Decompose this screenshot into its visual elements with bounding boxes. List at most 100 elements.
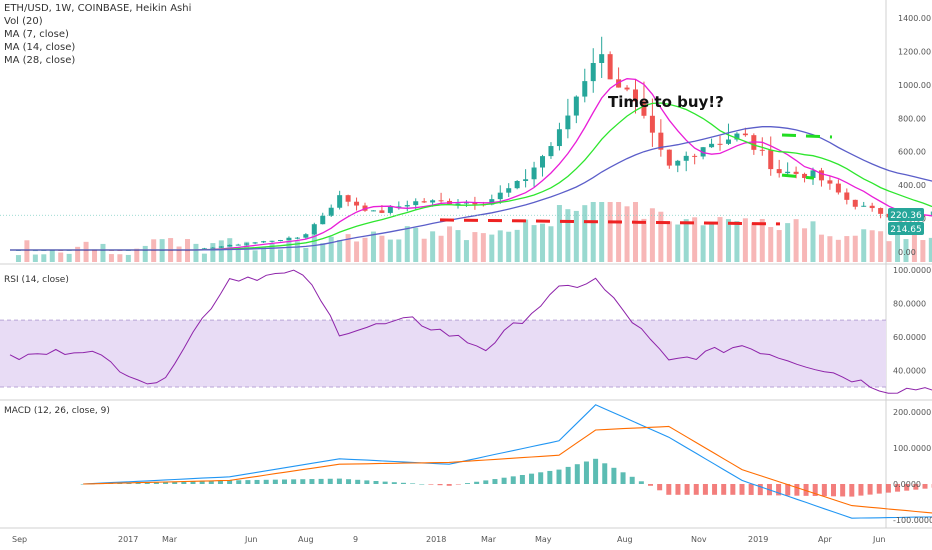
candle-body	[599, 54, 605, 63]
volume-bar	[58, 252, 64, 262]
volume-bar	[675, 224, 681, 262]
macd-histogram-bar	[867, 484, 873, 495]
volume-bar	[523, 219, 529, 262]
rsi-tick-label: 80.0000	[893, 299, 926, 308]
macd-histogram-bar	[922, 484, 928, 489]
volume-bar	[303, 247, 309, 262]
time-tick-label: Sep	[12, 535, 27, 544]
volume-bar	[328, 236, 334, 262]
candle-body	[218, 246, 224, 248]
volume-bar	[447, 226, 453, 262]
volume-bar	[125, 254, 131, 262]
time-tick-label: Nov	[691, 535, 707, 544]
rsi-series	[9, 269, 932, 394]
candle-body	[489, 199, 495, 205]
candle-body	[345, 195, 351, 202]
macd-histogram-bar	[739, 484, 745, 495]
macd-histogram-bar	[474, 481, 480, 484]
volume-bar	[903, 239, 909, 262]
legend-ma14[interactable]: MA (14, close)	[4, 42, 75, 53]
volume-bar	[573, 210, 579, 262]
candle-body	[252, 242, 258, 244]
macd-histogram-bar	[465, 483, 470, 484]
volume-bar	[108, 254, 114, 262]
macd-title[interactable]: MACD (12, 26, close, 9)	[4, 406, 110, 416]
volume-bar	[506, 231, 512, 262]
candle-body	[413, 201, 419, 206]
price-tick-label: 1400.00	[898, 14, 931, 23]
volume-bar	[895, 234, 901, 262]
candle-body	[201, 248, 207, 250]
volume-bar	[658, 211, 664, 262]
volume-bar	[683, 219, 689, 262]
macd-histogram-bar	[849, 484, 855, 497]
candle-body	[379, 210, 385, 213]
macd-histogram-bar	[693, 484, 699, 495]
volume-bar	[734, 221, 740, 262]
candle-body	[683, 155, 689, 161]
macd-histogram-bar	[657, 484, 663, 491]
volume-bar	[286, 238, 292, 262]
legend-ma7[interactable]: MA (7, close)	[4, 29, 69, 40]
rsi-tick-label: 40.0000	[893, 366, 926, 375]
candle-body	[472, 202, 478, 205]
volume-bar	[83, 241, 89, 262]
macd-histogram-bar	[382, 481, 388, 484]
macd-histogram-bar	[272, 479, 278, 484]
macd-histogram-bar	[300, 479, 306, 484]
macd-histogram-bar	[263, 479, 269, 484]
macd-histogram-bar	[730, 484, 736, 495]
volume-bar	[370, 231, 376, 262]
annotation-text[interactable]: Time to buy!?	[608, 93, 724, 111]
volume-bar	[75, 246, 81, 262]
drawing-annotations[interactable]	[0, 133, 932, 482]
volume-bar	[176, 246, 182, 262]
volume-bar	[100, 243, 106, 262]
volume-bar	[379, 235, 385, 262]
volume-bar	[455, 230, 461, 262]
volume-bar	[24, 240, 30, 262]
rsi-title[interactable]: RSI (14, close)	[4, 275, 69, 285]
support-price-tag	[888, 222, 924, 235]
price-tick-label: 0.00	[898, 248, 916, 257]
time-tick-label: Mar	[162, 535, 178, 544]
volume-bar	[776, 230, 782, 262]
macd-tick-label: 200.0000	[893, 408, 931, 417]
macd-histogram-bar	[400, 482, 406, 484]
time-tick-label: Jun	[244, 535, 258, 544]
candle-body	[725, 139, 731, 144]
volume-bar	[41, 254, 47, 262]
time-tick-label: Aug	[617, 535, 633, 544]
candle-body	[768, 150, 774, 170]
volume-bar	[717, 217, 723, 262]
volume-bar	[277, 249, 283, 262]
macd-histogram-bar	[327, 478, 333, 484]
volume-bar	[235, 247, 241, 262]
legend-ma28[interactable]: MA (28, close)	[4, 55, 75, 66]
volume-bar	[911, 231, 917, 262]
volume-bar	[66, 253, 72, 262]
candle-body	[396, 206, 402, 208]
candle-body	[227, 244, 233, 247]
candle-body	[641, 101, 647, 116]
candle-body	[590, 62, 596, 82]
macd-line	[83, 404, 932, 519]
candle-body	[709, 143, 715, 148]
candle-body	[700, 147, 706, 157]
candle-body	[269, 240, 275, 242]
macd-histogram-bar	[840, 484, 846, 497]
candle-body	[734, 133, 740, 140]
volume-bar	[827, 236, 833, 262]
volume-bar	[835, 239, 841, 262]
legend-vol[interactable]: Vol (20)	[4, 16, 43, 27]
support-line	[439, 218, 781, 226]
symbol-header[interactable]: ETH/USD, 1W, COINBASE, Heikin Ashi	[4, 3, 191, 14]
volume-bar	[599, 202, 605, 262]
macd-histogram-bar	[336, 478, 342, 484]
macd-histogram-bar	[428, 484, 434, 485]
macd-histogram-bar	[483, 480, 489, 484]
volume-bar	[751, 222, 757, 262]
macd-histogram-bar	[153, 482, 159, 484]
macd-histogram-bar	[583, 461, 589, 484]
